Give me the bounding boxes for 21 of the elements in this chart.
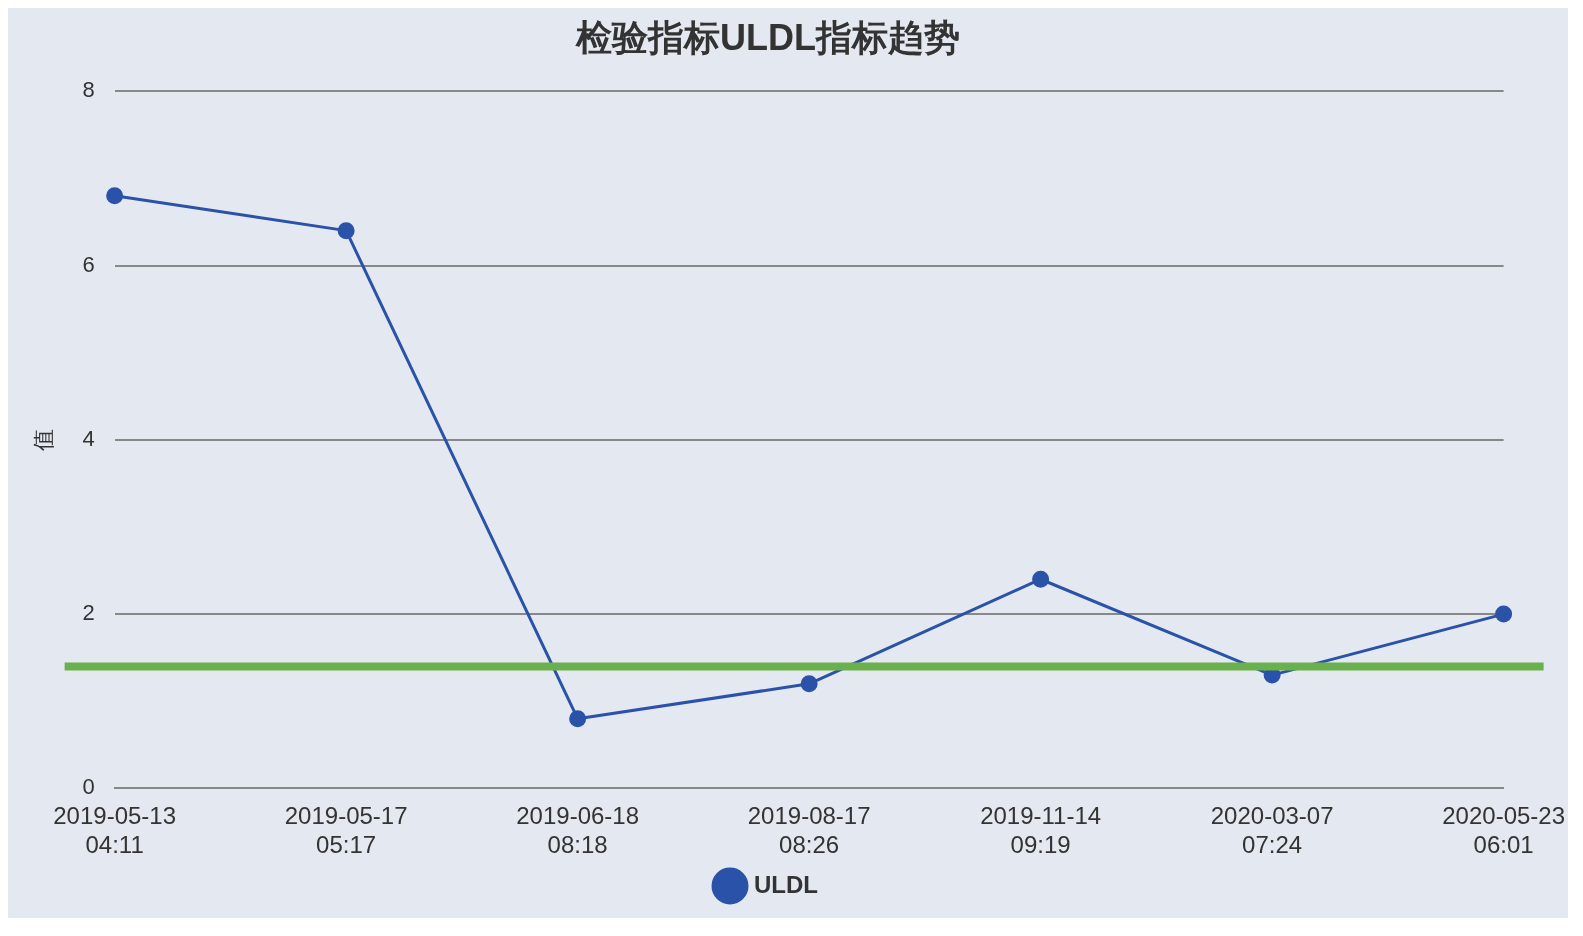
y-axis-title: 值	[31, 428, 57, 451]
x-tick-label: 2019-11-14 09:19	[980, 802, 1102, 859]
x-tick-label: 2020-03-07 07:24	[1210, 802, 1334, 859]
point	[1495, 605, 1513, 623]
x-tick-label: 2019-05-13 04:11	[53, 802, 177, 859]
point	[569, 710, 587, 728]
y-tick-label: 2	[82, 600, 95, 626]
y-tick-label: 0	[82, 774, 95, 800]
legend-label: ULDL	[754, 870, 818, 898]
chart-title: 检验指标ULDL指标趋势	[575, 16, 960, 58]
point	[106, 187, 124, 205]
point	[337, 222, 355, 240]
y-tick-label: 6	[82, 251, 95, 277]
x-tick-label: 2019-08-17 08:26	[747, 802, 871, 859]
point	[800, 675, 818, 693]
x-tick-label: 2019-05-17 05:17	[284, 802, 408, 859]
y-tick-label: 8	[82, 77, 95, 103]
point	[1032, 570, 1050, 588]
x-tick-label: 2019-06-18 08:18	[516, 802, 640, 859]
y-tick-label: 4	[82, 425, 95, 451]
x-tick-label: 2020-05-23 06:01	[1442, 802, 1565, 859]
